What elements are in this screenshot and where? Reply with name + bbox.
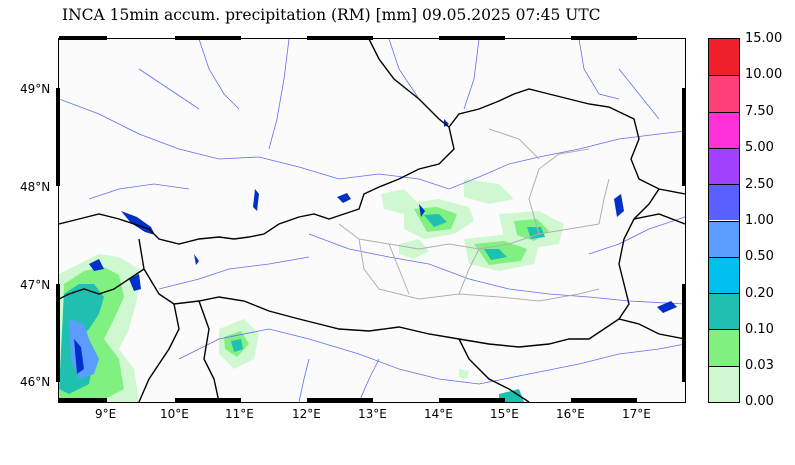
lon-label-11: 11°E [225,407,254,421]
frame-tick-right-1 [682,88,686,186]
lat-label-47: 47°N [20,278,51,292]
legend-label-0-03: 0.03 [745,358,774,373]
legend-swatch-0 [709,39,739,76]
legend-swatch-1 [709,75,739,112]
frame-tick-top-1 [59,36,107,40]
legend-label-1: 1.00 [745,213,774,228]
rivers [59,39,685,402]
frame-tick-top-4 [439,36,505,40]
map-title: INCA 15min accum. precipitation (RM) [mm… [62,6,601,24]
lon-label-9: 9°E [95,407,117,421]
precipitation-legend [708,38,740,403]
legend-label-0: 0.00 [745,394,774,409]
legend-label-0-2: 0.20 [745,286,774,301]
frame-tick-left-2 [56,284,60,382]
lon-label-14: 14°E [424,407,453,421]
lon-label-15: 15°E [490,407,519,421]
frame-tick-bottom-4 [439,398,505,402]
legend-label-7-5: 7.50 [745,104,774,119]
frame-tick-bottom-5 [571,398,637,402]
lon-label-17: 17°E [622,407,651,421]
lon-label-13: 13°E [358,407,387,421]
precipitation-map[interactable] [58,38,686,403]
legend-swatch-6 [709,256,739,294]
precip-east-4 [464,179,514,204]
lakes [89,119,677,313]
lon-label-12: 12°E [292,407,321,421]
legend-label-5: 5.00 [745,140,774,155]
lon-label-10: 10°E [160,407,189,421]
lat-label-48: 48°N [20,180,51,194]
frame-tick-bottom-3 [307,398,373,402]
frame-tick-bottom-1 [59,398,107,402]
lat-label-49: 49°N [20,82,51,96]
legend-label-15: 15.00 [745,31,783,46]
legend-label-10: 10.00 [745,67,783,82]
legend-swatch-3 [709,147,739,185]
legend-swatch-2 [709,111,739,148]
frame-tick-top-5 [571,36,637,40]
legend-label-2-5: 2.50 [745,177,774,192]
legend-swatch-9 [709,365,739,402]
legend-swatch-4 [709,184,739,221]
map-canvas [59,39,685,402]
legend-swatch-7 [709,293,739,330]
lake-constance [121,211,155,235]
legend-label-0-1: 0.10 [745,322,774,337]
legend-label-0-5: 0.50 [745,249,774,264]
legend-swatch-5 [709,220,739,257]
frame-tick-right-2 [682,284,686,382]
national-borders [59,39,685,402]
frame-tick-top-2 [175,36,241,40]
lon-label-16: 16°E [556,407,585,421]
precipitation-areas [59,179,564,402]
frame-tick-top-3 [307,36,373,40]
frame-tick-bottom-2 [175,398,241,402]
lat-label-46: 46°N [20,375,51,389]
frame-tick-left-1 [56,88,60,186]
legend-swatch-8 [709,329,739,366]
region-borders [338,128,610,302]
